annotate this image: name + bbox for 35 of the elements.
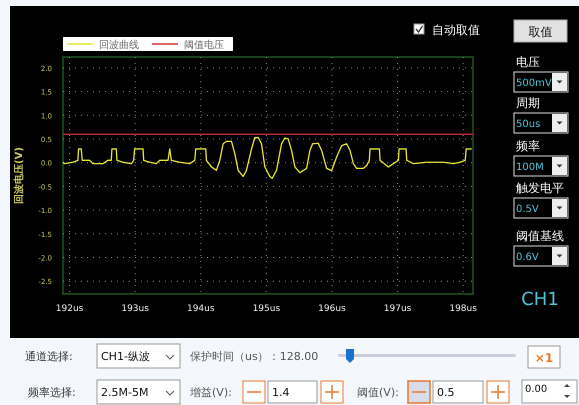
text: 500mV [516,78,552,89]
text: 0.6V [516,252,539,263]
x-tick-label: 197us [384,304,412,314]
text: 1.4 [272,386,290,399]
text: 0.00 [525,384,548,395]
x-tick-label: 194us [186,304,215,314]
text: 频率选择: [28,386,76,399]
x-tick-label: 195us [252,304,280,314]
legend-label: 阈值电压 [184,39,224,51]
text: 周期 [516,96,540,110]
text: 阈值(V): [357,386,399,399]
text: 通道选择: [25,350,73,363]
text: 阈值基线 [516,229,564,243]
text: 自动取值 [432,23,480,37]
text: CH1 [521,289,559,310]
text: 触发电平 [516,181,564,195]
text: 电压 [516,55,540,69]
x-tick-label: 193us [121,304,150,314]
text: 保护时间（us）：128.00 [190,350,318,363]
text: ×1 [534,351,554,365]
x-tick-label: 196us [318,304,346,314]
legend-label: 回波曲线 [99,39,139,51]
text: 0.5 [437,386,454,399]
x-tick-label: 198us [449,304,478,314]
text: 100M [516,162,544,173]
y-axis-title: 回波电压(V) [13,147,25,204]
text: CH1-纵波 [101,350,150,363]
text: 2.5M-5M [101,386,148,399]
text: 0.5V [516,204,539,215]
line-series [62,136,472,179]
text: 取值 [528,25,552,39]
text: 频率 [516,139,540,153]
text: 增益(V): [189,386,232,399]
text: 50us [516,119,540,130]
x-tick-label: 192us [56,304,84,314]
